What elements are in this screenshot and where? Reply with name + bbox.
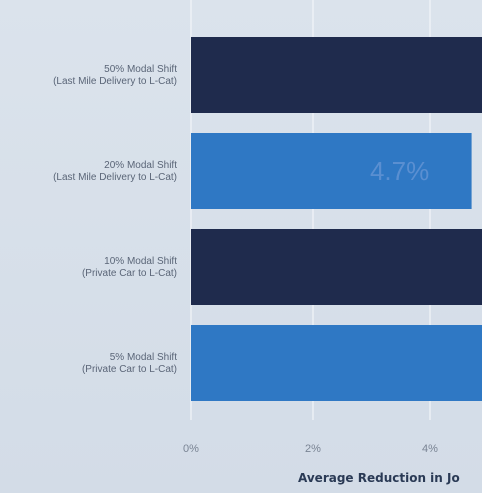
category-label: 5% Modal Shift (Private Car to L-Cat) xyxy=(82,352,177,375)
bar xyxy=(191,37,482,113)
bar xyxy=(191,229,482,305)
bars: 4.7% xyxy=(191,37,482,401)
category-labels: 50% Modal Shift (Last Mile Delivery to L-… xyxy=(53,64,177,375)
category-label: 50% Modal Shift (Last Mile Delivery to L-… xyxy=(53,64,177,87)
bar xyxy=(191,325,482,401)
x-tick-label: 0% xyxy=(183,443,199,455)
x-tick-label: 4% xyxy=(422,443,438,455)
x-axis-title: Average Reduction in Jo xyxy=(298,471,460,485)
category-label: 10% Modal Shift (Private Car to L-Cat) xyxy=(82,256,177,279)
category-label: 20% Modal Shift (Last Mile Delivery to L-… xyxy=(53,160,177,183)
x-tick-labels: 0% 2% 4% xyxy=(183,443,438,455)
x-tick-label: 2% xyxy=(305,443,321,455)
bar xyxy=(191,133,472,209)
bar-data-label: 4.7% xyxy=(370,156,429,186)
